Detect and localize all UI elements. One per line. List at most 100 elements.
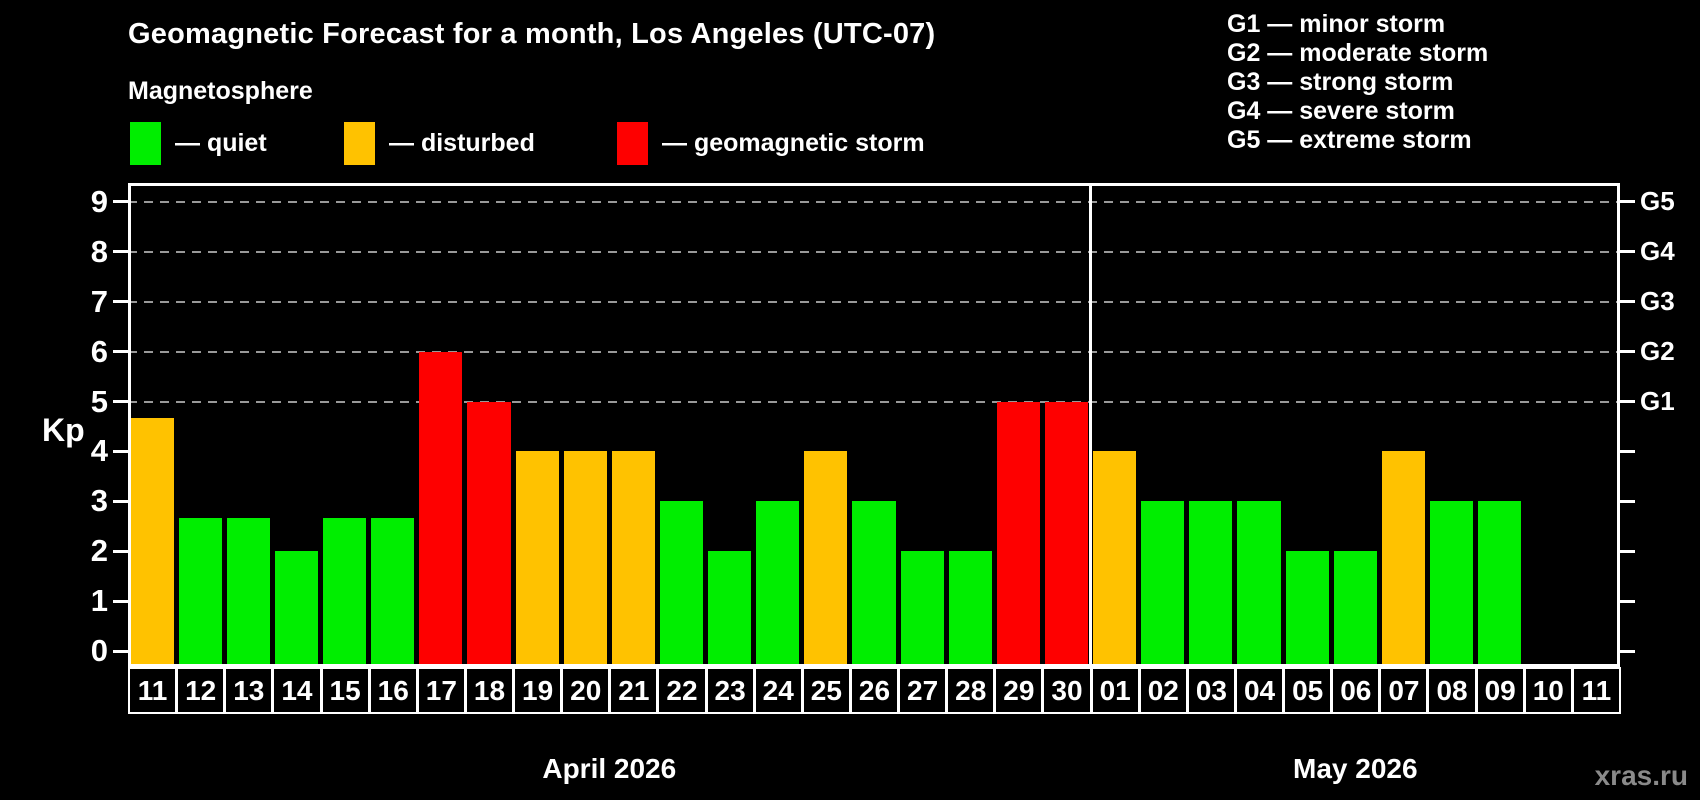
day-cell-may-02: 02 [1138,667,1188,714]
day-cell-may-03: 03 [1186,667,1236,714]
g-scale-label-g1: G1 [1640,385,1675,416]
page-title: Geomagnetic Forecast for a month, Los An… [128,18,936,50]
gridline-kp6 [128,350,1620,353]
month-label-may: May 2026 [1293,753,1418,784]
y-tick-label-2: 2 [90,533,108,569]
day-cell-may-04: 04 [1234,667,1285,714]
day-cell-may-05: 05 [1283,667,1333,714]
month-divider [1089,183,1093,667]
day-cell-april-25: 25 [801,667,851,714]
y-tick-left-5 [113,400,128,404]
watermark-xras: xras.ru [1594,760,1688,791]
y-tick-left-0 [113,649,128,653]
day-cell-april-13: 13 [224,667,274,714]
y-tick-right-6 [1620,350,1635,354]
y-tick-right-3 [1620,499,1635,503]
y-tick-right-8 [1620,250,1635,254]
kp-bar-12 [178,517,222,667]
kp-bar-25 [804,451,848,667]
g-legend-g5: G5 — extreme storm [1227,126,1472,154]
gridline-kp7 [128,300,1620,303]
y-tick-label-4: 4 [90,433,108,469]
day-axis-row: 11 12 13 14 15 16 17 18 19 20 21 22 23 24 25 26 27 28 29 30… [128,667,1621,714]
y-tick-left-7 [113,300,128,304]
y-tick-left-2 [113,549,128,553]
y-tick-label-8: 8 [90,233,108,269]
y-tick-right-0 [1620,649,1635,653]
day-cell-april-11: 11 [128,667,178,714]
chart-layer: 0 1 2 3 4 5 6 7 8 9 G1 G2 G3 G4 G5 [91,183,1675,667]
legend-item-disturbed: — disturbed [344,121,535,165]
kp-bar-06 [1333,551,1377,667]
day-cell-april-29: 29 [994,667,1044,714]
kp-bar-28 [948,551,992,667]
kp-bar-07 [1381,451,1425,667]
day-cell-may-11: 11 [1571,667,1621,714]
kp-bar-26 [852,501,896,667]
month-label-april: April 2026 [542,753,677,784]
kp-bar-27 [900,551,944,667]
day-cell-may-09: 09 [1475,667,1525,714]
day-cell-april-27: 27 [898,667,948,714]
day-cell-april-26: 26 [849,667,900,714]
kp-bar-17 [419,351,463,667]
day-cell-april-18: 18 [464,667,515,714]
g-legend-g2: G2 — moderate storm [1227,39,1489,67]
kp-bar-21 [611,451,655,667]
y-tick-left-8 [113,250,128,254]
day-cell-april-20: 20 [561,667,611,714]
kp-bar-03 [1189,501,1233,667]
y-tick-right-4 [1620,449,1635,453]
legend-label-storm: — geomagnetic storm [662,128,925,157]
kp-bar-15 [323,517,367,667]
y-tick-label-9: 9 [90,183,108,219]
day-cell-may-08: 08 [1427,667,1477,714]
y-tick-label-5: 5 [90,383,108,419]
day-cell-may-06: 06 [1331,667,1381,714]
y-tick-left-1 [113,599,128,603]
day-cell-may-07: 07 [1379,667,1429,714]
y-tick-right-1 [1620,599,1635,603]
day-cell-april-16: 16 [368,667,418,714]
day-cell-april-19: 19 [513,667,563,714]
subtitle-magnetosphere: Magnetosphere [128,77,313,105]
gridline-kp8 [128,250,1620,253]
day-cell-april-22: 22 [657,667,707,714]
g-scale-label-g5: G5 [1640,185,1675,216]
g-scale-label-g2: G2 [1640,335,1675,366]
legend-item-storm: — geomagnetic storm [617,121,925,165]
y-tick-right-5 [1620,400,1635,404]
kp-bar-13 [226,517,270,667]
day-cell-april-15: 15 [320,667,370,714]
kp-bar-08 [1429,501,1474,667]
day-cell-april-17: 17 [416,667,466,714]
kp-bar-05 [1285,551,1329,667]
kp-bar-04 [1237,501,1281,667]
day-cell-april-12: 12 [176,667,226,714]
disturbed-swatch-icon [344,121,375,165]
kp-bar-19 [515,451,559,667]
day-cell-april-23: 23 [705,667,755,714]
kp-bar-30 [1044,401,1089,667]
day-cell-april-30: 30 [1042,667,1092,714]
y-tick-left-4 [113,449,128,453]
y-tick-right-2 [1620,549,1635,553]
day-cell-april-28: 28 [946,667,996,714]
g-scale-label-g3: G3 [1640,285,1675,316]
day-cell-april-24: 24 [753,667,803,714]
day-cell-may-10: 10 [1523,667,1573,714]
kp-bar-16 [371,517,415,667]
kp-bar-01 [1093,451,1137,667]
y-tick-left-3 [113,499,128,503]
y-tick-label-0: 0 [90,633,108,669]
y-tick-label-3: 3 [90,483,108,519]
day-cell-april-14: 14 [272,667,322,714]
y-tick-left-6 [113,350,128,354]
day-cell-may-01: 01 [1090,667,1140,714]
g-legend-g3: G3 — strong storm [1227,68,1454,96]
legend-item-quiet: — quiet [130,121,267,165]
g-scale-label-g4: G4 [1640,235,1675,266]
y-tick-right-9 [1620,200,1635,204]
kp-bar-02 [1141,501,1185,667]
kp-axis-label: Kp [42,412,85,448]
